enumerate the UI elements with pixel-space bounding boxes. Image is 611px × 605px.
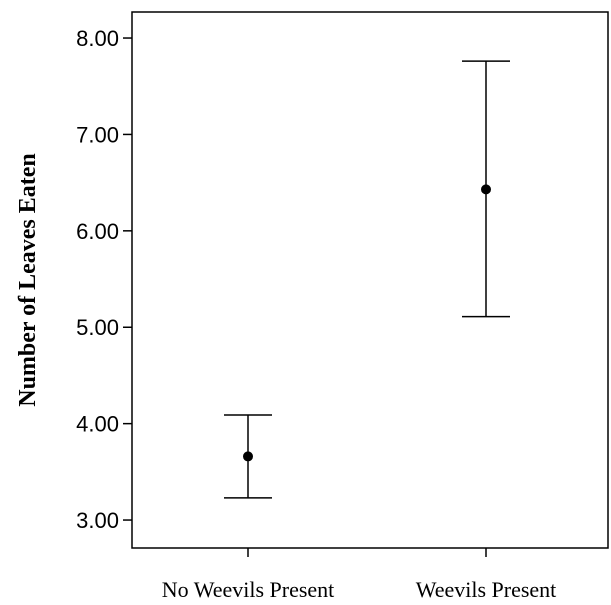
mean-point xyxy=(481,184,491,195)
y-axis-title: Number of Leaves Eaten xyxy=(15,153,41,407)
y-tick-label: 3.00 xyxy=(76,508,119,533)
plot-frame xyxy=(131,11,609,549)
x-axis: No Weevils Present Weevils Present xyxy=(162,548,557,602)
x-category-label: Weevils Present xyxy=(416,577,557,602)
plot-marks xyxy=(224,60,510,499)
y-axis: 3.00 4.00 5.00 6.00 7.00 8.00 xyxy=(76,26,132,533)
y-tick-label: 7.00 xyxy=(76,122,119,147)
y-tick-label: 8.00 xyxy=(76,26,119,51)
x-category-label: No Weevils Present xyxy=(162,577,335,602)
y-tick-label: 5.00 xyxy=(76,315,119,340)
y-tick-label: 4.00 xyxy=(76,412,119,437)
y-tick-label: 6.00 xyxy=(76,219,119,244)
mean-point xyxy=(243,451,253,462)
